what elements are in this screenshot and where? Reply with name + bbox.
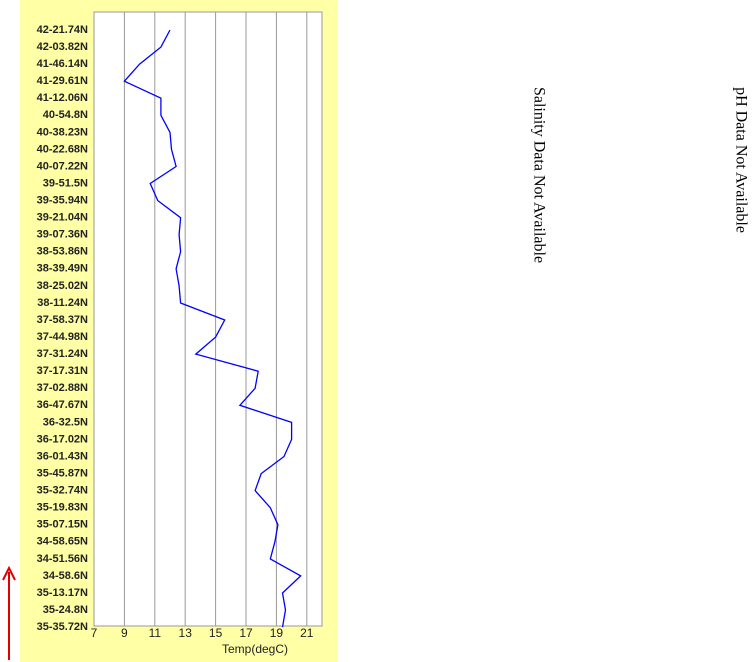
y-tick-label: 36-17.02N — [37, 433, 88, 445]
plot-area — [93, 11, 323, 627]
y-tick-label: 41-46.14N — [37, 58, 88, 70]
y-tick-label: 38-25.02N — [37, 280, 88, 292]
y-tick-label: 39-51.5N — [43, 177, 88, 189]
y-tick-label: 39-21.04N — [37, 212, 88, 224]
y-tick-label: 37-44.98N — [37, 331, 88, 343]
y-tick-label: 34-51.56N — [37, 553, 88, 565]
x-tick-label: 21 — [300, 626, 314, 640]
y-tick-label: 39-07.36N — [37, 229, 88, 241]
y-tick-label: 41-29.61N — [37, 75, 88, 87]
y-tick-label: 34-58.6N — [43, 570, 88, 582]
temperature-line — [123, 29, 302, 628]
x-axis-label: Temp(degC) — [222, 642, 288, 656]
y-tick-label: 40-07.22N — [37, 160, 88, 172]
y-tick-label: 34-58.65N — [37, 536, 88, 548]
y-tick-label: 37-02.88N — [37, 382, 88, 394]
y-tick-label: 37-58.37N — [37, 314, 88, 326]
y-tick-label: 35-45.87N — [37, 467, 88, 479]
x-tick-label: 17 — [239, 626, 253, 640]
y-tick-label: 42-03.82N — [37, 41, 88, 53]
y-tick-label: 35-35.72N — [37, 621, 88, 633]
y-tick-label: 40-38.23N — [37, 126, 88, 138]
y-tick-label: 42-21.74N — [37, 24, 88, 36]
y-tick-label: 36-32.5N — [43, 416, 88, 428]
y-tick-label: 35-24.8N — [43, 604, 88, 616]
y-tick-label: 35-13.17N — [37, 587, 88, 599]
y-tick-label: 36-01.43N — [37, 450, 88, 462]
x-tick-label: 15 — [209, 626, 223, 640]
ph-note: pH Data Not Available — [732, 87, 749, 233]
x-tick-label: 19 — [270, 626, 284, 640]
direction-arrow — [2, 565, 16, 660]
y-tick-label: 35-32.74N — [37, 485, 88, 497]
y-tick-label: 36-47.67N — [37, 399, 88, 411]
y-tick-label: 40-54.8N — [43, 109, 88, 121]
y-tick-label: 38-39.49N — [37, 263, 88, 275]
x-tick-label: 9 — [121, 626, 128, 640]
y-tick-label: 38-11.24N — [37, 297, 88, 309]
x-tick-label: 13 — [179, 626, 193, 640]
x-tick-label: 7 — [91, 626, 98, 640]
salinity-note: Salinity Data Not Available — [530, 87, 547, 263]
y-tick-label: 37-17.31N — [37, 365, 88, 377]
y-tick-label: 41-12.06N — [37, 92, 88, 104]
y-tick-label: 38-53.86N — [37, 246, 88, 258]
y-tick-label: 35-07.15N — [37, 519, 88, 531]
y-tick-label: 39-35.94N — [37, 195, 88, 207]
y-tick-label: 37-31.24N — [37, 348, 88, 360]
x-tick-label: 11 — [149, 626, 162, 640]
y-tick-label: 35-19.83N — [37, 502, 88, 514]
y-tick-label: 40-22.68N — [37, 143, 88, 155]
